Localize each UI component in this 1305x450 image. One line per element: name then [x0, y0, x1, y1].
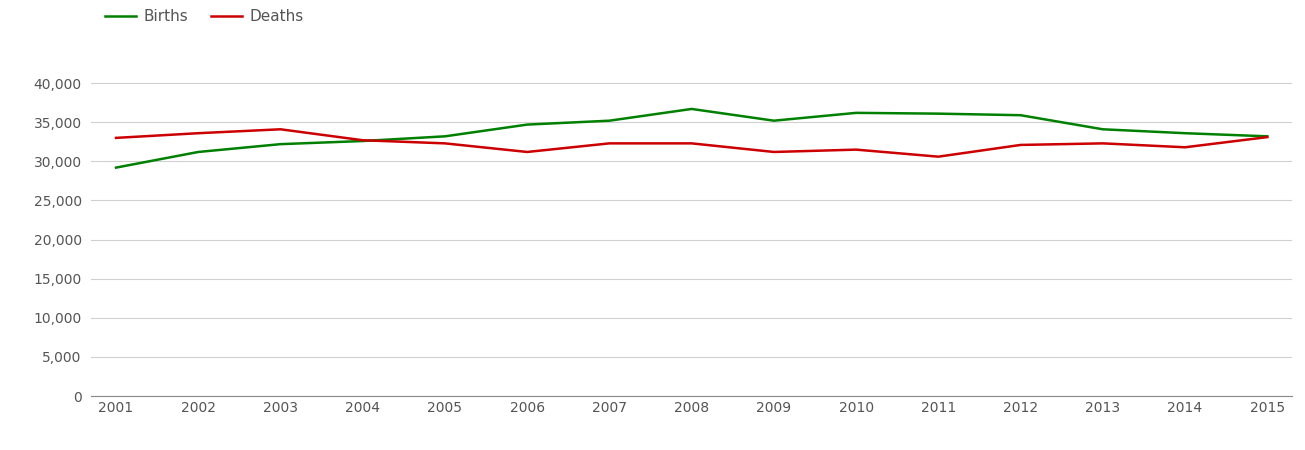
Births: [1177, 130, 1193, 136]
Deaths: [1177, 144, 1193, 150]
Deaths: [766, 149, 782, 155]
Births: [519, 122, 535, 127]
Births: [1095, 126, 1111, 132]
Deaths: [930, 154, 946, 159]
Line: Births: Births: [116, 109, 1267, 167]
Deaths: [1259, 135, 1275, 140]
Deaths: [848, 147, 864, 152]
Births: [848, 110, 864, 116]
Deaths: [437, 141, 453, 146]
Births: [355, 138, 371, 144]
Deaths: [355, 138, 371, 143]
Births: [1013, 112, 1028, 118]
Deaths: [519, 149, 535, 155]
Births: [437, 134, 453, 139]
Births: [1259, 134, 1275, 139]
Deaths: [273, 126, 288, 132]
Births: [684, 106, 699, 112]
Deaths: [108, 135, 124, 140]
Births: [930, 111, 946, 117]
Deaths: [684, 141, 699, 146]
Births: [108, 165, 124, 170]
Births: [273, 141, 288, 147]
Deaths: [1095, 141, 1111, 146]
Births: [766, 118, 782, 123]
Births: [602, 118, 617, 123]
Births: [191, 149, 206, 155]
Deaths: [1013, 142, 1028, 148]
Line: Deaths: Deaths: [116, 129, 1267, 157]
Deaths: [191, 130, 206, 136]
Legend: Births, Deaths: Births, Deaths: [99, 3, 309, 30]
Deaths: [602, 141, 617, 146]
